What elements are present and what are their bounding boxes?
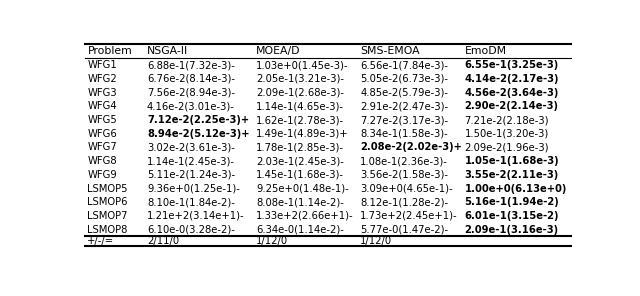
Text: 6.56e-1(7.84e-3)-: 6.56e-1(7.84e-3)- xyxy=(360,60,448,70)
Text: 1.14e-1(2.45e-3)-: 1.14e-1(2.45e-3)- xyxy=(147,156,235,166)
Text: 4.85e-2(5.79e-3)-: 4.85e-2(5.79e-3)- xyxy=(360,88,448,98)
Text: 5.16e-1(1.94e-2): 5.16e-1(1.94e-2) xyxy=(465,197,559,207)
Text: LSMOP8: LSMOP8 xyxy=(88,225,128,235)
Text: 2.90e-2(2.14e-3): 2.90e-2(2.14e-3) xyxy=(465,101,559,111)
Text: WFG7: WFG7 xyxy=(88,142,117,152)
Text: LSMOP7: LSMOP7 xyxy=(88,211,128,221)
Text: 7.21e-2(2.18e-3): 7.21e-2(2.18e-3) xyxy=(465,115,549,125)
Text: WFG3: WFG3 xyxy=(88,88,117,98)
Text: 2.05e-1(3.21e-3)-: 2.05e-1(3.21e-3)- xyxy=(256,74,344,84)
Text: 4.14e-2(2.17e-3): 4.14e-2(2.17e-3) xyxy=(465,74,559,84)
Text: 4.16e-2(3.01e-3)-: 4.16e-2(3.01e-3)- xyxy=(147,101,235,111)
Text: 1.73e+2(2.45e+1)-: 1.73e+2(2.45e+1)- xyxy=(360,211,458,221)
Text: 9.25e+0(1.48e-1)-: 9.25e+0(1.48e-1)- xyxy=(256,184,349,194)
Text: 8.10e-1(1.84e-2)-: 8.10e-1(1.84e-2)- xyxy=(147,197,235,207)
Text: LSMOP6: LSMOP6 xyxy=(88,197,128,207)
Text: 4.56e-2(3.64e-3): 4.56e-2(3.64e-3) xyxy=(465,88,559,98)
Text: 7.27e-2(3.17e-3)-: 7.27e-2(3.17e-3)- xyxy=(360,115,449,125)
Text: WFG5: WFG5 xyxy=(88,115,117,125)
Text: 2.91e-2(2.47e-3)-: 2.91e-2(2.47e-3)- xyxy=(360,101,449,111)
Text: 1.03e+0(1.45e-3)-: 1.03e+0(1.45e-3)- xyxy=(256,60,349,70)
Text: SMS-EMOA: SMS-EMOA xyxy=(360,46,420,57)
Text: WFG1: WFG1 xyxy=(88,60,117,70)
Text: WFG4: WFG4 xyxy=(88,101,117,111)
Text: WFG8: WFG8 xyxy=(88,156,117,166)
Text: LSMOP5: LSMOP5 xyxy=(88,184,128,194)
Text: 1.62e-1(2.78e-3)-: 1.62e-1(2.78e-3)- xyxy=(256,115,344,125)
Text: 2.08e-2(2.02e-3)+: 2.08e-2(2.02e-3)+ xyxy=(360,142,462,152)
Text: 1.78e-1(2.85e-3)-: 1.78e-1(2.85e-3)- xyxy=(256,142,344,152)
Text: 3.09e+0(4.65e-1)-: 3.09e+0(4.65e-1)- xyxy=(360,184,453,194)
Text: 1.50e-1(3.20e-3): 1.50e-1(3.20e-3) xyxy=(465,129,548,139)
Text: Problem: Problem xyxy=(88,46,132,57)
Text: 2.09e-2(1.96e-3): 2.09e-2(1.96e-3) xyxy=(465,142,549,152)
Text: 3.55e-2(2.11e-3): 3.55e-2(2.11e-3) xyxy=(465,170,559,180)
Text: 1.05e-1(1.68e-3): 1.05e-1(1.68e-3) xyxy=(465,156,559,166)
Text: 6.01e-1(3.15e-2): 6.01e-1(3.15e-2) xyxy=(465,211,559,221)
Text: 6.55e-1(3.25e-3): 6.55e-1(3.25e-3) xyxy=(465,60,559,70)
Text: 6.88e-1(7.32e-3)-: 6.88e-1(7.32e-3)- xyxy=(147,60,235,70)
Text: 1/12/0: 1/12/0 xyxy=(360,236,392,246)
Text: 5.77e-0(1.47e-2)-: 5.77e-0(1.47e-2)- xyxy=(360,225,449,235)
Text: 5.11e-2(1.24e-3)-: 5.11e-2(1.24e-3)- xyxy=(147,170,235,180)
Text: 1.45e-1(1.68e-3)-: 1.45e-1(1.68e-3)- xyxy=(256,170,344,180)
Text: 7.12e-2(2.25e-3)+: 7.12e-2(2.25e-3)+ xyxy=(147,115,249,125)
Text: 9.36e+0(1.25e-1)-: 9.36e+0(1.25e-1)- xyxy=(147,184,240,194)
Text: WFG6: WFG6 xyxy=(88,129,117,139)
Text: 2.03e-1(2.45e-3)-: 2.03e-1(2.45e-3)- xyxy=(256,156,344,166)
Text: 1.21e+2(3.14e+1)-: 1.21e+2(3.14e+1)- xyxy=(147,211,244,221)
Text: 8.08e-1(1.14e-2)-: 8.08e-1(1.14e-2)- xyxy=(256,197,344,207)
Text: 2/11/0: 2/11/0 xyxy=(147,236,179,246)
Text: 8.94e-2(5.12e-3)+: 8.94e-2(5.12e-3)+ xyxy=(147,129,250,139)
Text: 8.12e-1(1.28e-2)-: 8.12e-1(1.28e-2)- xyxy=(360,197,449,207)
Text: 1.00e+0(6.13e+0): 1.00e+0(6.13e+0) xyxy=(465,184,567,194)
Text: 8.34e-1(1.58e-3)-: 8.34e-1(1.58e-3)- xyxy=(360,129,448,139)
Text: WFG9: WFG9 xyxy=(88,170,117,180)
Text: 2.09e-1(3.16e-3): 2.09e-1(3.16e-3) xyxy=(465,225,559,235)
Text: 6.10e-0(3.28e-2)-: 6.10e-0(3.28e-2)- xyxy=(147,225,235,235)
Text: 1/12/0: 1/12/0 xyxy=(256,236,288,246)
Text: NSGA-II: NSGA-II xyxy=(147,46,188,57)
Text: 6.76e-2(8.14e-3)-: 6.76e-2(8.14e-3)- xyxy=(147,74,235,84)
Text: 1.08e-1(2.36e-3)-: 1.08e-1(2.36e-3)- xyxy=(360,156,448,166)
Text: 2.09e-1(2.68e-3)-: 2.09e-1(2.68e-3)- xyxy=(256,88,344,98)
Text: 1.14e-1(4.65e-3)-: 1.14e-1(4.65e-3)- xyxy=(256,101,344,111)
Text: WFG2: WFG2 xyxy=(88,74,117,84)
Text: 5.05e-2(6.73e-3)-: 5.05e-2(6.73e-3)- xyxy=(360,74,448,84)
Text: 6.34e-0(1.14e-2)-: 6.34e-0(1.14e-2)- xyxy=(256,225,344,235)
Text: 3.02e-2(3.61e-3)-: 3.02e-2(3.61e-3)- xyxy=(147,142,235,152)
Text: 1.33e+2(2.66e+1)-: 1.33e+2(2.66e+1)- xyxy=(256,211,354,221)
Text: MOEA/D: MOEA/D xyxy=(256,46,301,57)
Text: 7.56e-2(8.94e-3)-: 7.56e-2(8.94e-3)- xyxy=(147,88,235,98)
Text: 1.49e-1(4.89e-3)+: 1.49e-1(4.89e-3)+ xyxy=(256,129,349,139)
Text: 3.56e-2(1.58e-3)-: 3.56e-2(1.58e-3)- xyxy=(360,170,448,180)
Text: EmoDM: EmoDM xyxy=(465,46,506,57)
Text: +/-/=: +/-/= xyxy=(88,236,115,246)
